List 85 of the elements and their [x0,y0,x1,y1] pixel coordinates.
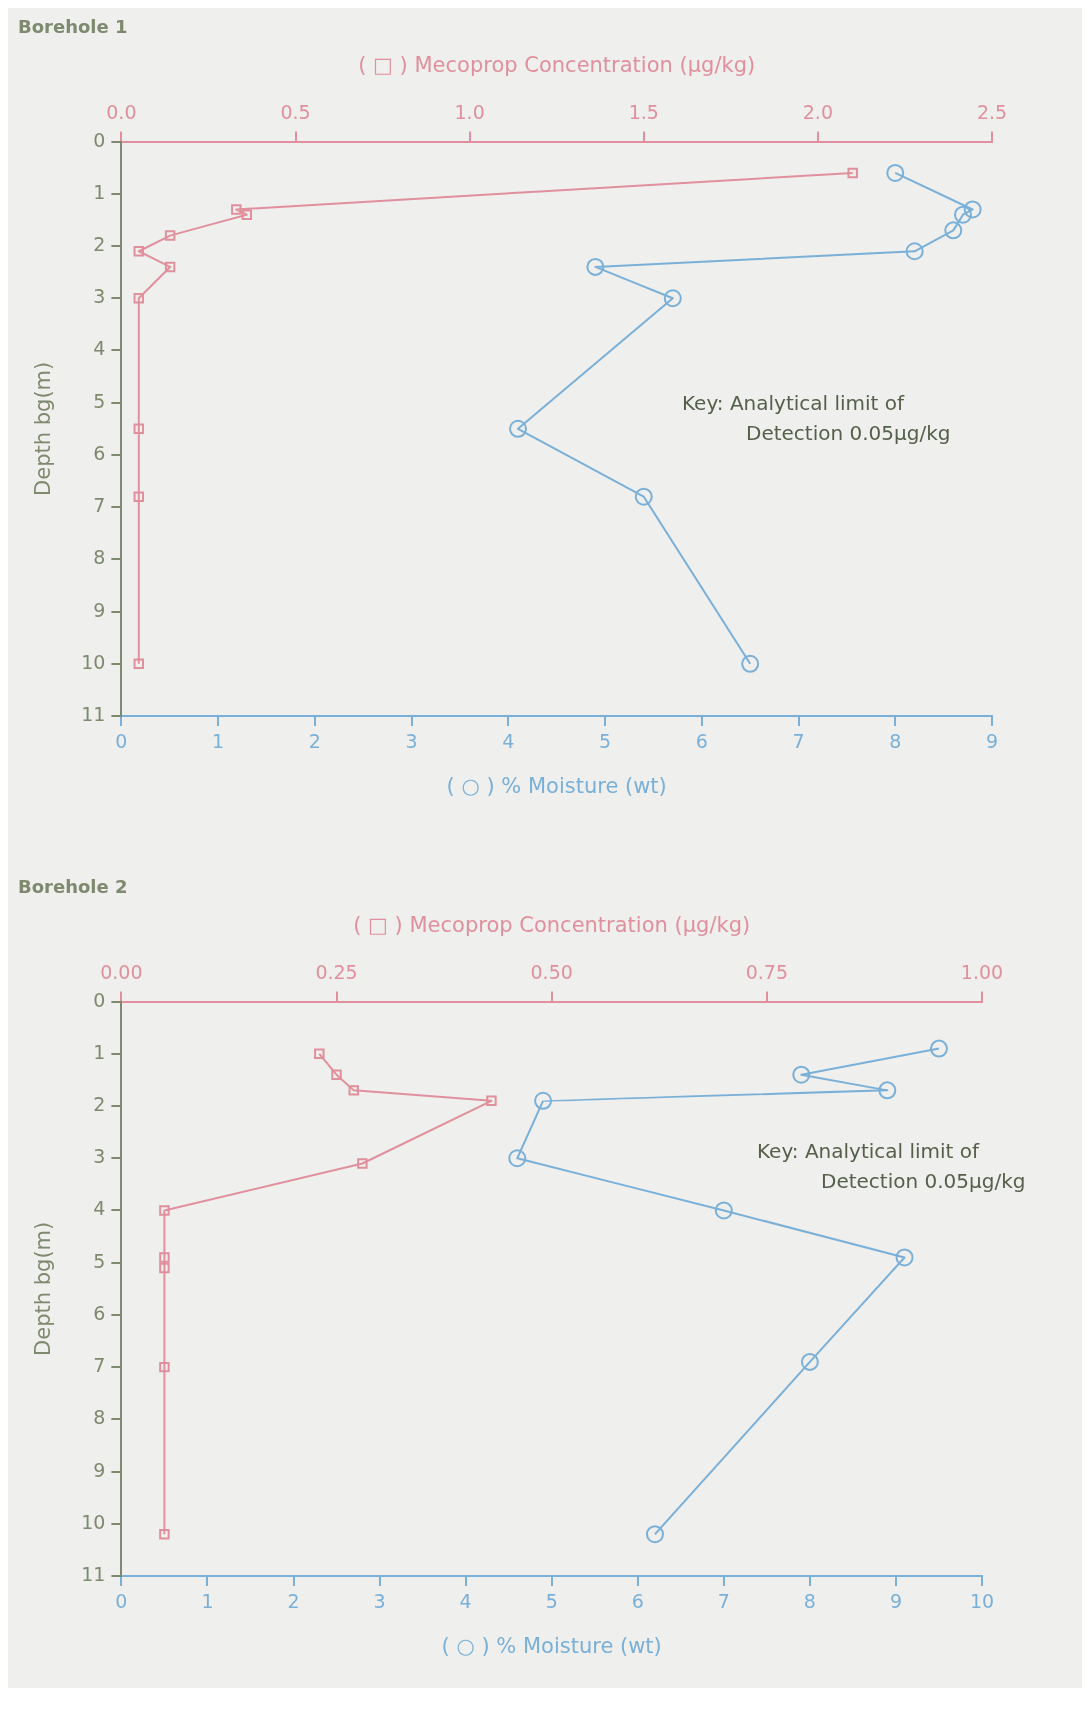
x-axis-title: ( ○ ) % Moisture (wt) [446,773,667,798]
x-tick-label: 3 [373,1590,386,1613]
point [905,242,924,261]
y-tick-label: 10 [81,650,106,673]
point [741,654,760,673]
y-tick-label: 5 [93,1249,106,1272]
x-tick-label: 2 [287,1590,300,1613]
point [508,1149,527,1168]
point [953,205,972,224]
x-tick-label: 9 [889,1590,902,1613]
point [714,1201,733,1220]
y-tick-label: 11 [81,702,106,725]
point [886,163,905,182]
x-tick-label: 10 [969,1590,995,1613]
x-tick-label: 6 [695,730,708,753]
point [929,1039,948,1058]
y-tick-label: 0 [93,128,106,151]
x2-tick-label: 0.25 [315,961,358,984]
x-tick-label: 5 [545,1590,558,1613]
x2-tick-label: 0.50 [530,961,573,984]
y-tick-label: 1 [93,1040,106,1063]
y-tick-label: 4 [93,337,106,360]
y-tick-label: 10 [81,1510,106,1533]
point [663,289,682,308]
point [645,1525,664,1544]
y-tick-label: 2 [93,232,106,255]
annotation: Key: Analytical limit of Detection 0.05μg/kg [682,390,951,445]
x2-tick-label: 1.0 [454,101,485,124]
y-tick-label: 8 [93,546,106,569]
x-tick-label: 1 [212,730,225,753]
y-axis-title: Depth bg(m) [31,361,56,496]
point [944,221,963,240]
x2-tick-label: 0.0 [106,101,137,124]
point [586,257,605,276]
y-tick-label: 3 [93,1145,106,1168]
point [508,419,527,438]
y-axis-title: Depth bg(m) [31,1221,56,1356]
x-tick-label: 0 [115,730,128,753]
point [895,1248,914,1267]
point [634,487,653,506]
y-tick-label: 3 [93,285,106,308]
x2-axis-title: ( □ ) Mecoprop Concentration (μg/kg) [358,52,756,77]
y-tick-label: 1 [93,180,106,203]
x-tick-label: 3 [405,730,418,753]
x-tick-label: 8 [803,1590,816,1613]
y-tick-label: 9 [93,598,106,621]
y-tick-label: 11 [81,1562,106,1585]
y-tick-label: 9 [93,1458,106,1481]
point [963,200,982,219]
y-tick-label: 7 [93,494,106,517]
x-tick-label: 0 [115,1590,128,1613]
point [534,1091,553,1110]
x-tick-label: 9 [985,730,999,753]
y-tick-label: 2 [93,1092,106,1115]
x-tick-label: 7 [717,1590,730,1613]
x-tick-label: 7 [792,730,805,753]
x-tick-label: 2 [308,730,321,753]
x2-tick-label: 2.5 [976,101,1008,124]
y-tick-label: 0 [93,988,106,1011]
x-tick-label: 1 [201,1590,214,1613]
x2-tick-label: 0.00 [100,961,143,984]
annotation: Key: Analytical limit of Detection 0.05μg/kg [757,1138,1026,1193]
y-tick-label: 4 [93,1197,106,1220]
point [792,1065,811,1084]
x-axis-title: ( ○ ) % Moisture (wt) [441,1633,662,1658]
y-tick-label: 5 [93,389,106,412]
y-tick-label: 6 [93,441,106,464]
chart-title: Borehole 2 [18,876,128,898]
y-tick-label: 8 [93,1406,106,1429]
x-tick-label: 5 [599,730,612,753]
x2-tick-label: 0.75 [745,961,788,984]
point [800,1352,819,1371]
x2-tick-label: 1.5 [628,101,659,124]
x2-tick-label: 0.5 [280,101,311,124]
chart-title: Borehole 1 [18,16,128,38]
x-tick-label: 6 [631,1590,644,1613]
x-tick-label: 4 [459,1590,472,1613]
y-tick-label: 7 [93,1354,106,1377]
x2-tick-label: 2.0 [802,101,833,124]
point [878,1081,897,1100]
x2-tick-label: 1.00 [960,961,1004,984]
x-tick-label: 4 [502,730,515,753]
x-tick-label: 8 [889,730,902,753]
y-tick-label: 6 [93,1301,106,1324]
x2-axis-title: ( □ ) Mecoprop Concentration (μg/kg) [353,912,751,937]
